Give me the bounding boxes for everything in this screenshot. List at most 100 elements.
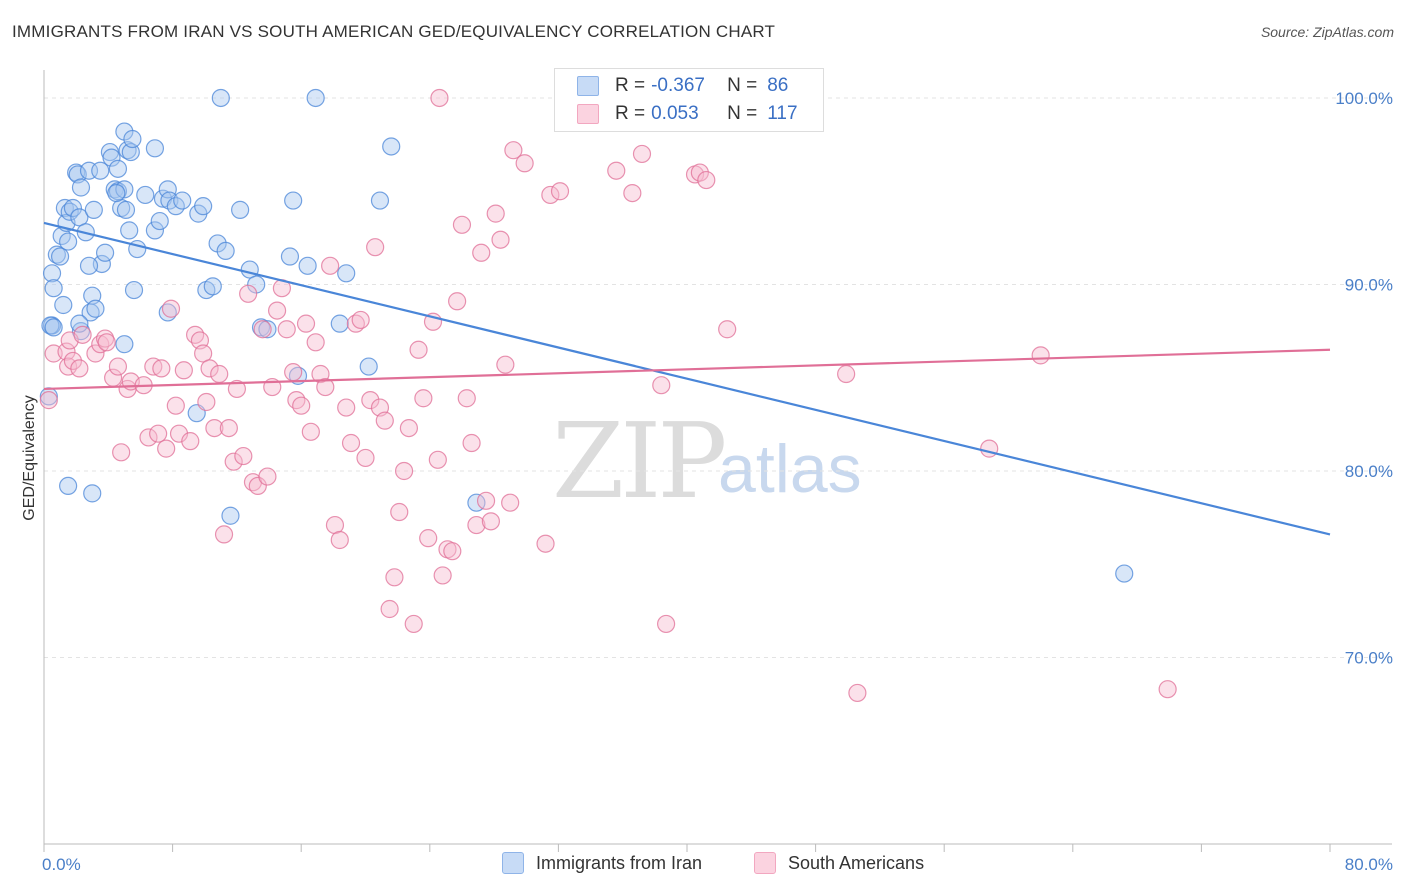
iran-point [284, 191, 303, 210]
south-american-point [443, 542, 462, 561]
legend-r-value: 0.053 [651, 103, 699, 124]
south-american-point [186, 325, 205, 344]
iran-point [121, 142, 140, 162]
south-american-point [152, 359, 171, 378]
south-american-point [258, 467, 277, 486]
south-american-point [112, 443, 131, 462]
south-american-point [399, 418, 419, 438]
south-american-point [227, 379, 246, 399]
south-american-point [380, 599, 399, 619]
south-american-point [1158, 680, 1177, 699]
south-american-point [321, 256, 340, 275]
iran-point [337, 264, 356, 283]
south-american-point [200, 359, 219, 378]
iran-point [91, 161, 110, 180]
iran-point [280, 247, 300, 266]
correlation-legend: R = -0.367 N = 86 R = 0.053 N = 117 [554, 68, 824, 132]
iran-point [124, 280, 144, 300]
legend-r-value: -0.367 [651, 75, 705, 96]
south-american-point [108, 357, 128, 376]
south-american-point [139, 428, 158, 447]
south-american-point [330, 530, 349, 550]
south-american-point [361, 391, 380, 410]
iran-point [44, 279, 63, 298]
legend-swatch-iran [577, 76, 599, 96]
south-american-point [234, 446, 253, 466]
iran-trend-line [43, 221, 1331, 536]
south-american-point [718, 320, 737, 339]
iran-point [102, 148, 121, 167]
south-american-point [224, 452, 243, 471]
legend-n-label: N = [727, 75, 758, 96]
watermark-zip: ZIP [552, 400, 727, 522]
iran-point [221, 506, 240, 525]
legend-swatch-south [577, 104, 599, 124]
south-american-point [652, 376, 671, 395]
iran-point [211, 88, 230, 108]
south-american-point [541, 185, 560, 205]
y-tick-label: 100.0% [1335, 89, 1393, 108]
south-american-point [86, 344, 105, 363]
south-american-point [409, 340, 428, 359]
iran-point [54, 295, 73, 315]
legend-r-label: R = [615, 103, 646, 124]
south-american-point [496, 355, 515, 374]
iran-point [382, 137, 401, 156]
iran-point [116, 200, 136, 219]
south-american-point [472, 243, 491, 262]
south-american-point [486, 204, 505, 223]
south-american-point [351, 310, 370, 330]
south-american-point [149, 424, 168, 443]
bottom-legend-swatch-iran [502, 852, 524, 874]
south-american-point [414, 389, 433, 408]
iran-point [150, 211, 169, 231]
iran-point [330, 314, 349, 333]
y-axis-title: GED/Equivalency [21, 395, 38, 520]
iran-point [50, 247, 70, 266]
south-american-point [219, 418, 238, 438]
south-american-point [430, 88, 449, 108]
iran-point [79, 256, 99, 275]
south-american-point [248, 476, 267, 496]
legend-row-south: R = 0.053 N = 117 [577, 102, 798, 126]
iran-point [42, 264, 62, 283]
south-american-point [210, 364, 229, 384]
south-american-point [316, 377, 335, 397]
south-american-point [39, 391, 58, 410]
south-american-point [161, 299, 181, 318]
iran-point [231, 200, 250, 219]
south-american-point [623, 183, 642, 203]
south-american-point [394, 461, 414, 481]
south-american-point [607, 161, 626, 180]
iran-point [59, 476, 78, 496]
y-tick-label: 80.0% [1345, 462, 1393, 481]
south-american-trend-line [43, 348, 1331, 391]
south-american-point [515, 154, 534, 173]
south-american-point [284, 363, 303, 382]
south-american-point [63, 351, 83, 371]
south-american-point [197, 392, 216, 412]
south-american-point [306, 333, 325, 352]
iran-point [118, 141, 137, 160]
south-american-point [91, 335, 110, 354]
iran-point [83, 484, 102, 503]
iran-point [84, 200, 103, 219]
south-american-point [73, 325, 92, 344]
south-american-point [277, 320, 296, 339]
south-american-point [385, 568, 404, 587]
south-american-point [205, 418, 224, 438]
iran-point [216, 241, 235, 261]
south-american-point [433, 566, 452, 585]
south-american-point [419, 529, 438, 548]
south-american-point [253, 320, 272, 339]
south-american-point [356, 448, 375, 468]
south-american-point [287, 391, 306, 410]
iran-point [173, 191, 192, 210]
south-american-point [97, 333, 116, 352]
bottom-legend-label-south: South Americans [788, 852, 925, 873]
south-american-point [632, 144, 652, 164]
iran-point [203, 277, 222, 296]
south-american-point [657, 614, 676, 634]
south-american-point [239, 284, 258, 303]
y-tick-label: 70.0% [1345, 648, 1393, 667]
